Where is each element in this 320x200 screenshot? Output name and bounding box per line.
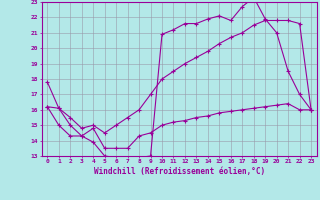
X-axis label: Windchill (Refroidissement éolien,°C): Windchill (Refroidissement éolien,°C) xyxy=(94,167,265,176)
